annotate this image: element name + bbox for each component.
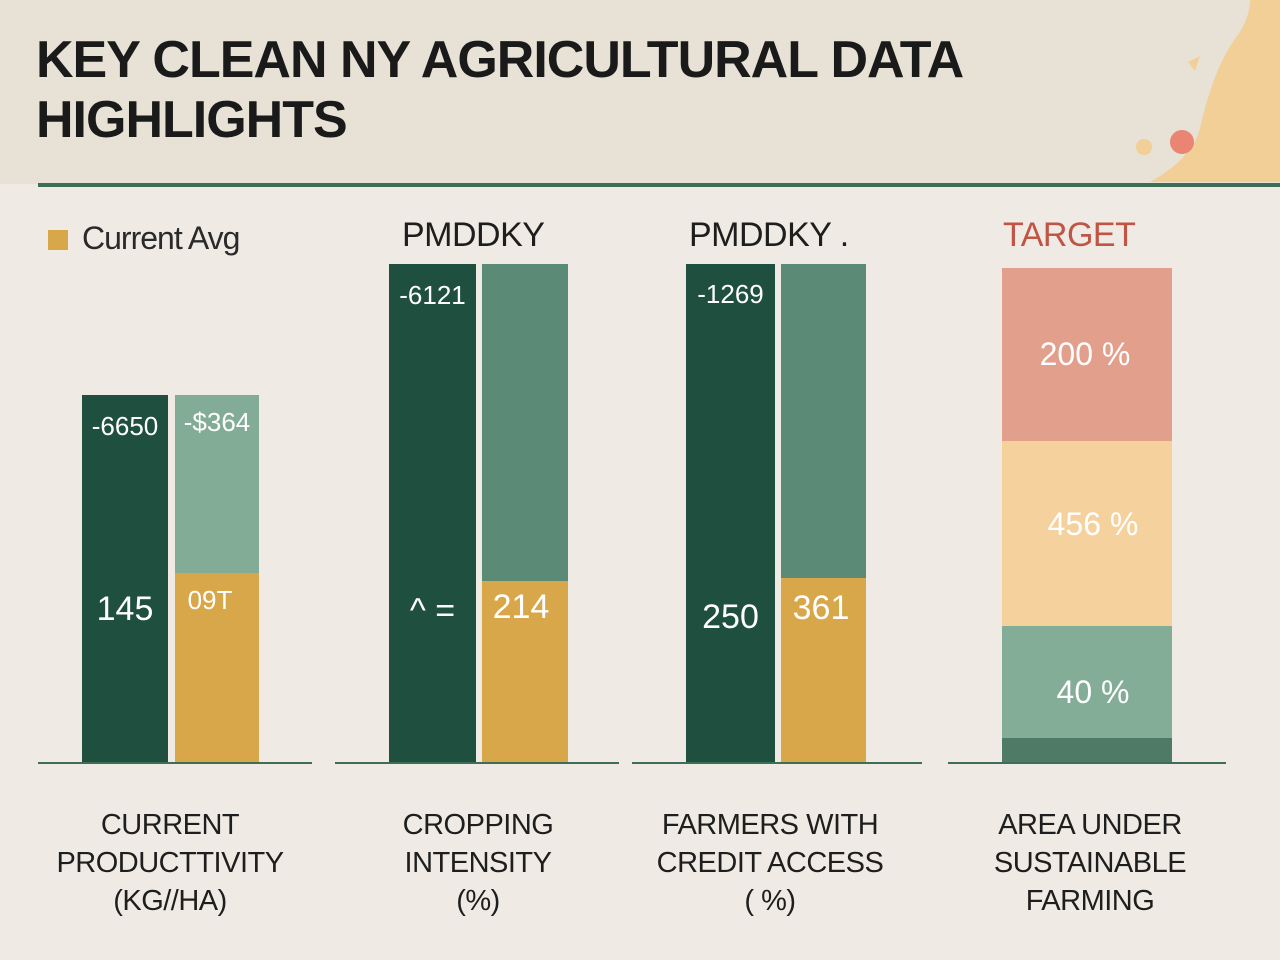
target-label-2: 456 % bbox=[1047, 506, 1139, 542]
target-segment-1 bbox=[1002, 268, 1172, 441]
bar-label-group1-right-mid: 09T bbox=[187, 585, 233, 615]
bar-group2-gold bbox=[482, 581, 568, 763]
category-label-4-line-2: SUSTAINABLE bbox=[993, 847, 1187, 879]
category-label-3: FARMERS WITH CREDIT ACCESS ( %) bbox=[620, 806, 920, 920]
bar-label-group2-left-mid: ^ = bbox=[409, 592, 456, 630]
bar-group1-light-top bbox=[175, 395, 259, 573]
bar-label-group3-right-mid: 361 bbox=[792, 589, 850, 627]
bar-label-group1-right-top: -$364 bbox=[183, 407, 251, 437]
bar-label-group3-left-top: -1269 bbox=[697, 279, 764, 309]
legend-label: Current Avg bbox=[82, 220, 240, 256]
title-line-1: KEY CLEAN NY AGRICULTURAL DATA bbox=[36, 31, 964, 89]
bar-group3-green-top bbox=[781, 264, 866, 578]
category-label-3-line-3: ( %) bbox=[744, 885, 796, 917]
bar-group1-dark bbox=[82, 395, 168, 763]
target-label-3: 40 % bbox=[1056, 674, 1130, 710]
bar-group3-dark bbox=[686, 264, 775, 763]
baseline-group4 bbox=[948, 762, 1226, 764]
category-label-2-line-2: INTENSITY bbox=[404, 847, 552, 879]
category-label-2-line-3: (%) bbox=[456, 885, 500, 917]
category-label-2: CROPPING INTENSITY (%) bbox=[328, 806, 628, 920]
bar-label-group1-left-mid: 145 bbox=[96, 590, 154, 628]
category-label-4-line-3: FARMING bbox=[1025, 885, 1155, 917]
category-label-3-line-2: CREDIT ACCESS bbox=[656, 847, 884, 879]
category-label-1-line-1: CURRENT bbox=[100, 809, 240, 841]
legend-swatch-current-avg bbox=[48, 230, 68, 250]
bar-label-group3-left-mid: 250 bbox=[702, 598, 759, 636]
bar-group2-dark bbox=[389, 264, 476, 763]
title-line-2: HIGHLIGHTS bbox=[36, 91, 348, 149]
target-segment-3 bbox=[1002, 626, 1172, 738]
bar-group2-green-top bbox=[482, 264, 568, 581]
bar-label-group2-left-top: -6121 bbox=[399, 280, 466, 310]
decorative-blob-icon bbox=[1136, 0, 1280, 182]
baseline-group2 bbox=[335, 762, 619, 764]
category-label-3-line-1: FARMERS WITH bbox=[661, 809, 879, 841]
category-label-4-line-1: AREA UNDER bbox=[998, 809, 1182, 841]
bar-group3-gold bbox=[781, 578, 866, 763]
bar-label-group2-right-mid: 214 bbox=[492, 588, 550, 626]
column-header-target: TARGET bbox=[1003, 216, 1136, 254]
category-label-1: CURRENT PRODUCTTIVITY (KG//HA) bbox=[20, 806, 320, 920]
category-label-1-line-3: (KG//HA) bbox=[113, 885, 227, 917]
category-label-2-line-1: CROPPING bbox=[402, 809, 554, 841]
bar-label-group1-left-top: -6650 bbox=[91, 411, 159, 441]
header-band bbox=[0, 0, 1280, 184]
target-segment-2 bbox=[1002, 441, 1172, 626]
page-title: KEY CLEAN NY AGRICULTURAL DATA HIGHLIGHT… bbox=[36, 30, 1136, 150]
baseline-group1 bbox=[38, 762, 312, 764]
category-label-4: AREA UNDER SUSTAINABLE FARMING bbox=[940, 806, 1240, 920]
target-segment-base bbox=[1002, 738, 1172, 763]
bar-group1-gold bbox=[175, 573, 259, 763]
column-header-2: PMDDKY . bbox=[689, 216, 849, 254]
baseline-group3 bbox=[632, 762, 922, 764]
target-label-1: 200 % bbox=[1039, 336, 1131, 372]
category-label-1-line-2: PRODUCTTIVITY bbox=[56, 847, 284, 879]
header-divider bbox=[38, 183, 1280, 187]
column-header-1: PMDDKY bbox=[402, 216, 545, 254]
